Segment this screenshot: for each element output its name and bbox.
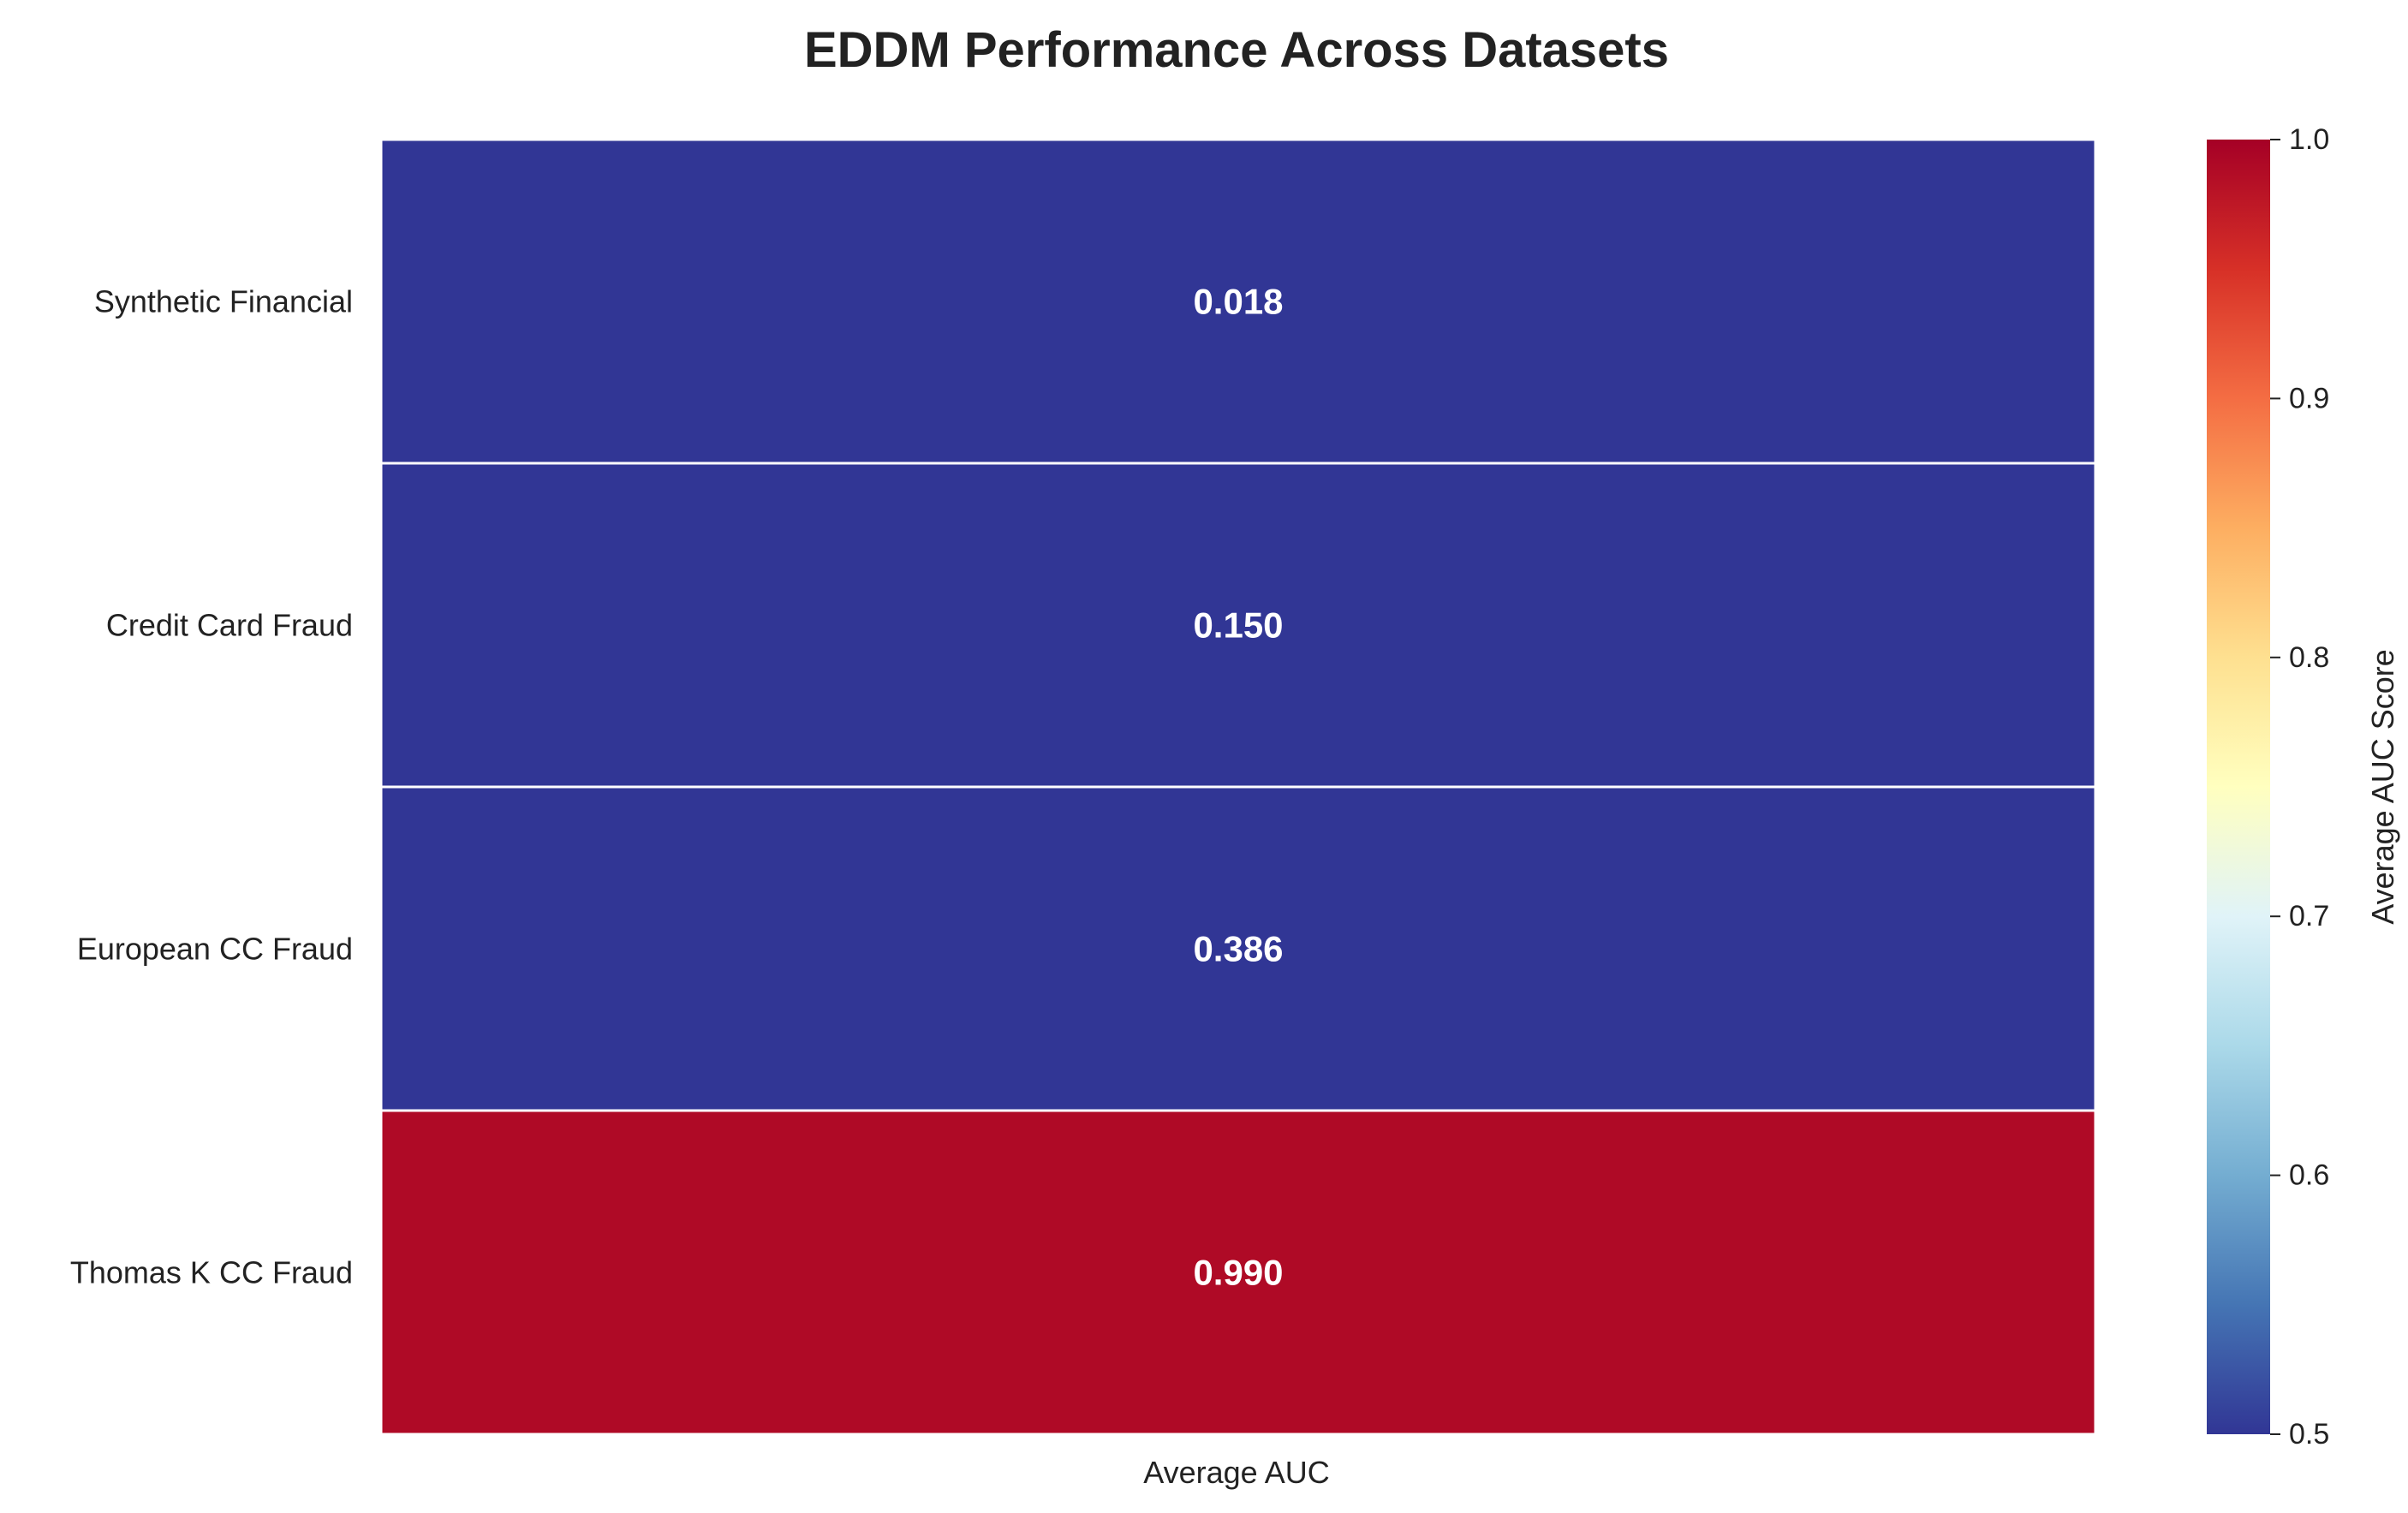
- colorbar-tick-label: 0.9: [2289, 382, 2329, 414]
- column-label: Average AUC: [1143, 1455, 1329, 1490]
- colorbar-label: Average AUC Score: [2365, 649, 2400, 925]
- colorbar: [2207, 140, 2270, 1434]
- cell-value-label: 0.018: [1193, 282, 1283, 322]
- row-label: Thomas K CC Fraud: [70, 1255, 353, 1290]
- row-label: Credit Card Fraud: [106, 608, 353, 643]
- row-label: Synthetic Financial: [94, 284, 353, 319]
- cell-value-label: 0.150: [1193, 605, 1283, 646]
- row-label: European CC Fraud: [77, 932, 353, 967]
- cell-value-label: 0.386: [1193, 929, 1283, 969]
- colorbar-ticks: 0.5 0.6 0.7 0.8 0.9 1.0: [2270, 123, 2329, 1450]
- colorbar-tick-label: 0.5: [2289, 1418, 2329, 1450]
- row-labels: Synthetic Financial Credit Card Fraud Euro…: [70, 284, 353, 1290]
- heatmap-cell: [379, 462, 2097, 789]
- heatmap-cells: 0.018 0.150 0.386 0.990: [379, 138, 2097, 1436]
- heatmap-cell: [379, 1109, 2097, 1436]
- chart-title: EDDM Performance Across Datasets: [804, 22, 1669, 78]
- cell-value-label: 0.990: [1193, 1253, 1283, 1293]
- colorbar-tick-label: 0.6: [2289, 1159, 2329, 1192]
- colorbar-tick-label: 0.7: [2289, 900, 2329, 932]
- heatmap-cell: [379, 138, 2097, 465]
- heatmap-cell: [379, 785, 2097, 1112]
- colorbar-tick-label: 0.8: [2289, 641, 2329, 674]
- colorbar-tick-label: 1.0: [2289, 123, 2329, 156]
